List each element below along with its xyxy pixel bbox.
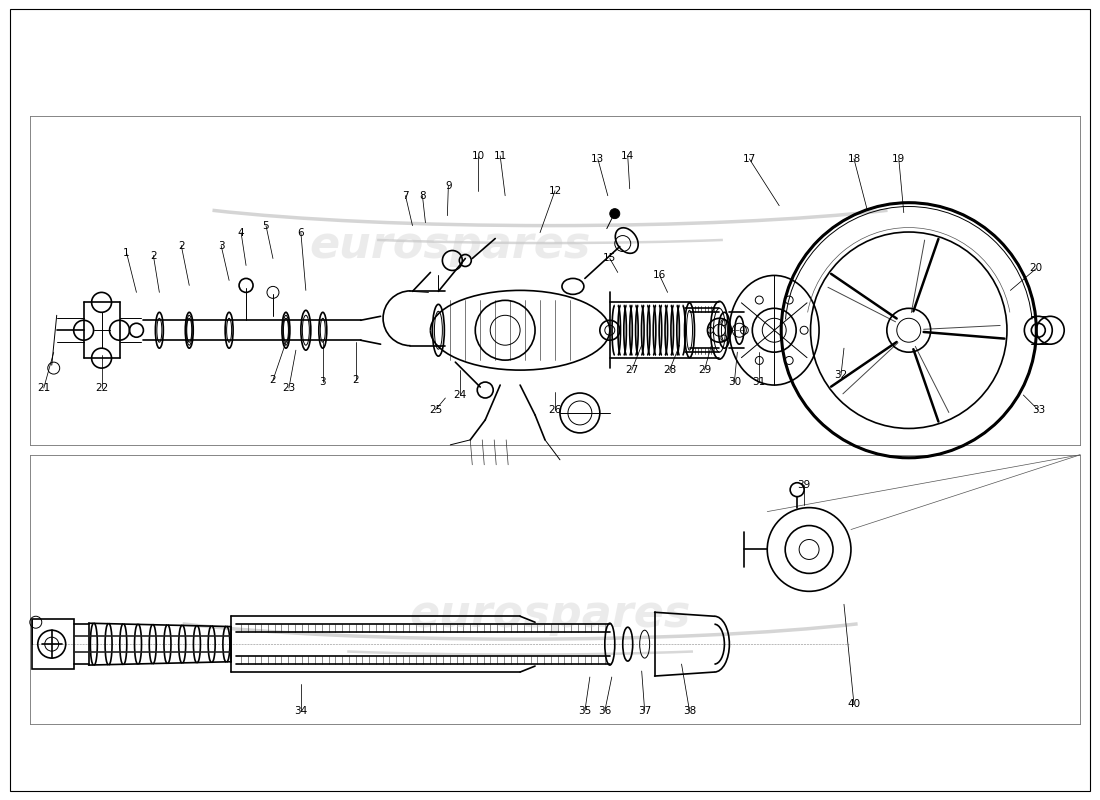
Text: 3: 3 [218, 241, 224, 250]
Text: 31: 31 [752, 377, 766, 387]
Text: 12: 12 [549, 186, 562, 196]
Text: 2: 2 [178, 241, 185, 250]
Text: 19: 19 [892, 154, 905, 164]
Text: 20: 20 [1030, 263, 1043, 274]
Text: 3: 3 [319, 377, 326, 387]
Text: 22: 22 [95, 383, 108, 393]
Text: 18: 18 [847, 154, 860, 164]
Text: 25: 25 [429, 405, 442, 415]
Text: 29: 29 [697, 365, 711, 375]
Text: 23: 23 [283, 383, 296, 393]
Text: 30: 30 [728, 377, 741, 387]
Text: 35: 35 [579, 706, 592, 716]
Text: 24: 24 [453, 390, 466, 400]
Circle shape [609, 209, 619, 218]
Text: 2: 2 [150, 250, 156, 261]
Text: 10: 10 [472, 151, 485, 161]
Text: 8: 8 [419, 190, 426, 201]
Text: 2: 2 [352, 375, 359, 385]
Text: 27: 27 [625, 365, 638, 375]
Bar [32, 619, 74, 669]
Text: 16: 16 [653, 270, 667, 281]
Text: 15: 15 [603, 254, 616, 263]
Text: 21: 21 [37, 383, 51, 393]
Text: 4: 4 [238, 227, 244, 238]
Text: 26: 26 [549, 405, 562, 415]
Text: 17: 17 [742, 154, 756, 164]
Text: 28: 28 [663, 365, 676, 375]
Text: 40: 40 [847, 699, 860, 709]
Text: 34: 34 [294, 706, 308, 716]
Text: 14: 14 [621, 151, 635, 161]
Text: 33: 33 [1032, 405, 1045, 415]
Text: 1: 1 [123, 247, 130, 258]
Text: 32: 32 [835, 370, 848, 380]
Text: 9: 9 [446, 181, 452, 190]
Text: 5: 5 [263, 221, 270, 230]
Text: 37: 37 [638, 706, 651, 716]
Text: 2: 2 [270, 375, 276, 385]
Text: 39: 39 [798, 480, 811, 490]
Text: eurospares: eurospares [409, 593, 691, 636]
Text: 36: 36 [598, 706, 612, 716]
Text: 6: 6 [298, 227, 305, 238]
Text: 11: 11 [494, 151, 507, 161]
Text: 38: 38 [683, 706, 696, 716]
Text: eurospares: eurospares [310, 224, 591, 267]
Text: 7: 7 [403, 190, 409, 201]
Text: 13: 13 [591, 154, 605, 164]
